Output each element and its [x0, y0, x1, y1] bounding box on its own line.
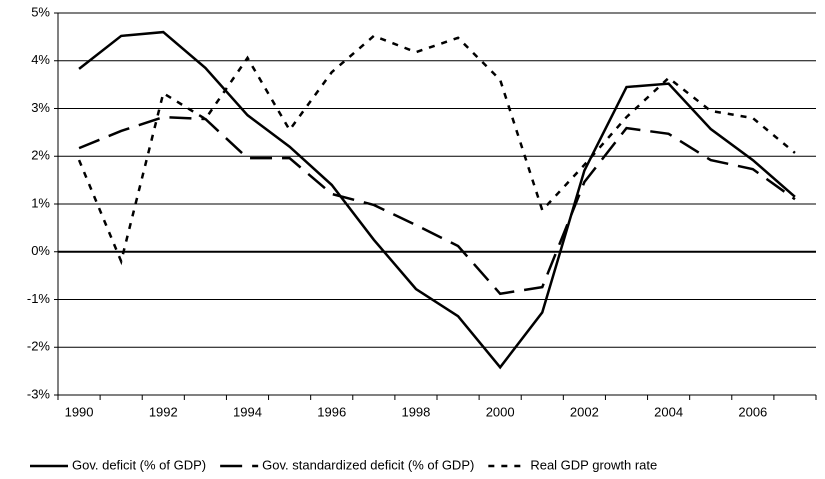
y-tick-label: 1%: [31, 195, 50, 210]
series-line: [78, 30, 796, 370]
x-tick-label: 2002: [570, 404, 599, 419]
series-line: [78, 115, 796, 296]
y-tick-label: 5%: [31, 4, 50, 19]
x-tick-label: 1996: [317, 404, 346, 419]
y-tick-label: 4%: [31, 52, 50, 67]
legend-label: Gov. deficit (% of GDP): [72, 457, 206, 472]
legend-label: Gov. standardized deficit (% of GDP): [262, 457, 474, 472]
y-tick-label: -2%: [27, 339, 51, 354]
y-tick-label: 2%: [31, 148, 50, 163]
series-line: [77, 34, 796, 266]
x-tick-label: 1994: [233, 404, 262, 419]
y-tick-label: -3%: [27, 386, 51, 401]
y-tick-label: 3%: [31, 100, 50, 115]
x-tick-label: 1998: [401, 404, 430, 419]
y-tick-label: -1%: [27, 291, 51, 306]
x-tick-label: 2000: [486, 404, 515, 419]
x-tick-label: 2004: [654, 404, 683, 419]
x-tick-label: 1992: [149, 404, 178, 419]
y-tick-label: 0%: [31, 243, 50, 258]
x-tick-label: 1990: [65, 404, 94, 419]
x-tick-label: 2006: [738, 404, 767, 419]
legend-label: Real GDP growth rate: [530, 457, 657, 472]
